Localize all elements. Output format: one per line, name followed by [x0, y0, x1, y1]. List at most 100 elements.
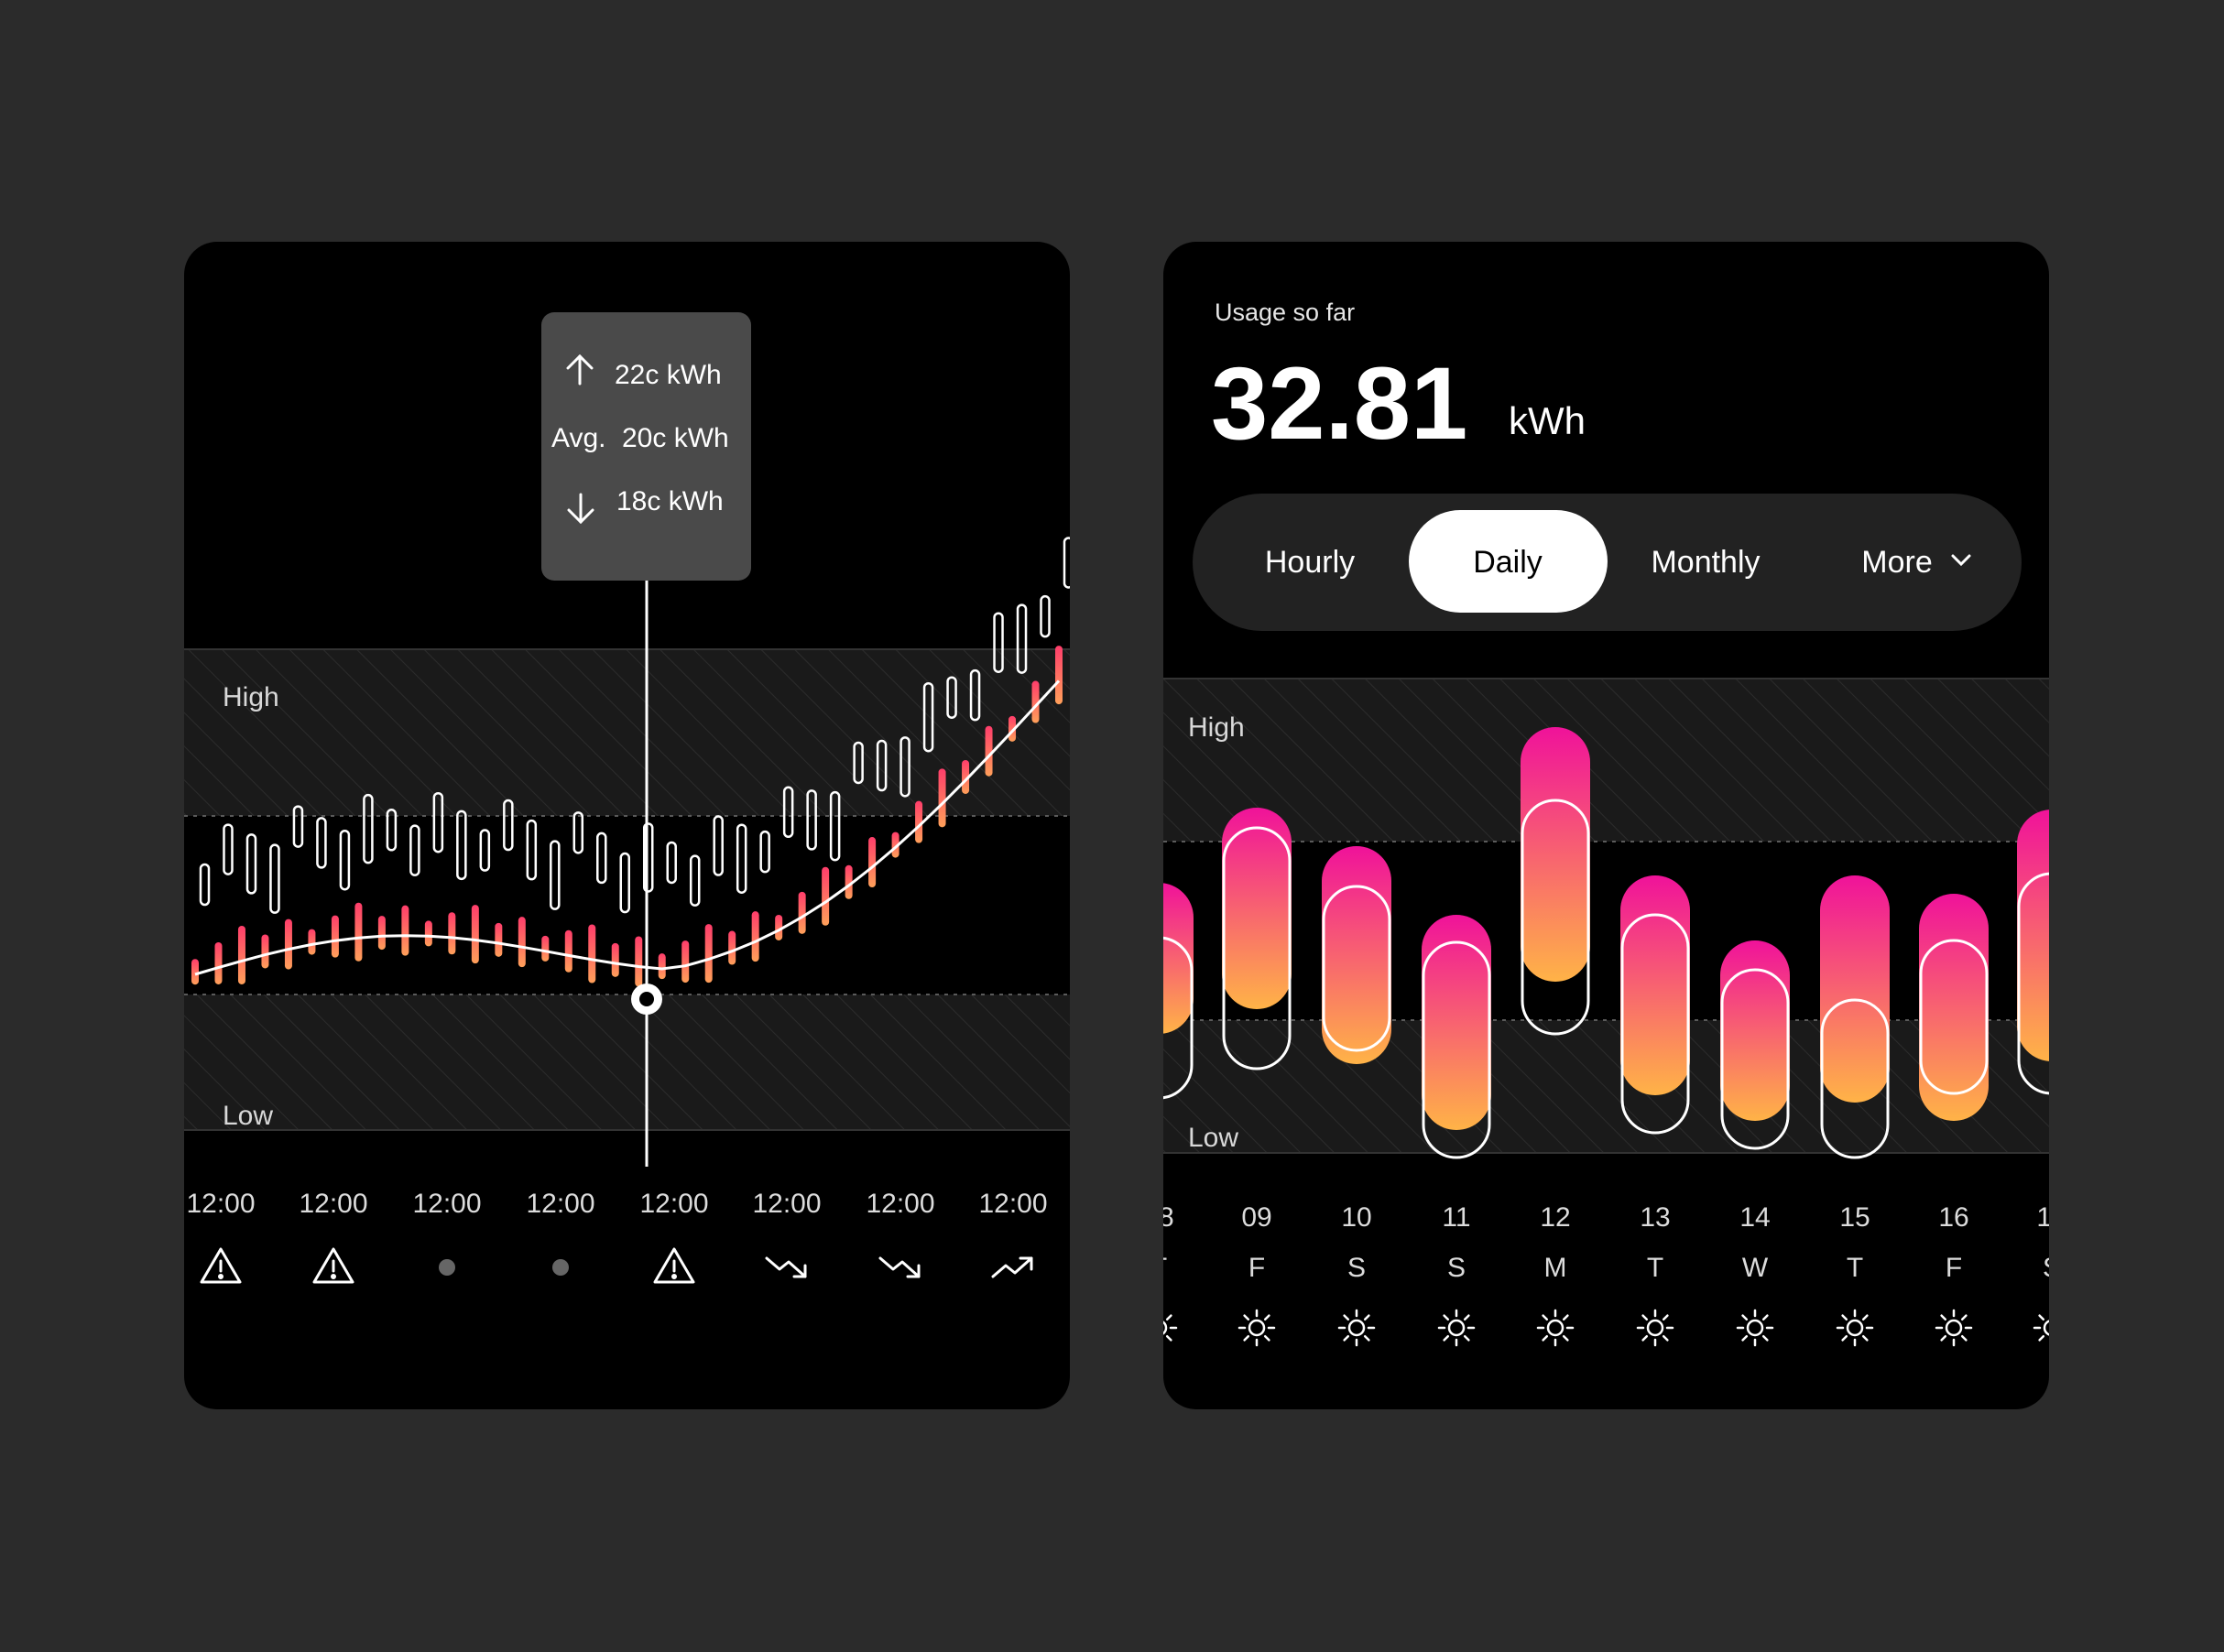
day-weekday: S	[1347, 1253, 1366, 1283]
time-label: 12:00	[866, 1189, 934, 1219]
price-bar-fill	[915, 800, 923, 843]
price-bar-outline	[526, 819, 538, 881]
price-bar-outline	[689, 854, 701, 907]
price-bar-outline	[550, 840, 561, 910]
usage-bar-outline	[1322, 885, 1391, 1052]
day-date: 15	[1839, 1202, 1870, 1233]
price-bar-outline	[759, 830, 770, 874]
day-axis: 08 T 09 F 10 S 11 S 12 M 13 T 14 W 15 T 16 F 17 S	[1163, 1202, 2049, 1347]
price-bar-fill	[237, 925, 245, 984]
price-bar-fill	[308, 929, 316, 955]
price-bar-outline	[899, 736, 910, 798]
arrow-down-icon	[567, 493, 594, 525]
low-zone	[184, 994, 1070, 1130]
price-bar-outline	[409, 824, 420, 876]
sun-icon	[1163, 1314, 1178, 1342]
price-bar-fill	[822, 866, 830, 926]
usage-bar[interactable]	[1720, 940, 1790, 1121]
price-bar-fill	[658, 953, 666, 980]
day-date: 10	[1341, 1202, 1371, 1233]
price-bars	[191, 537, 1070, 987]
price-bar-outline	[782, 786, 794, 839]
usage-unit: kWh	[1509, 399, 1586, 442]
period-tabs: Hourly Daily Monthly More	[1193, 494, 2022, 631]
low-zone-label: Low	[223, 1101, 273, 1131]
price-bar-fill	[728, 930, 736, 965]
price-bar-fill	[704, 924, 713, 984]
day-date: 09	[1241, 1202, 1271, 1233]
usage-bar[interactable]	[2017, 810, 2049, 1061]
price-bar-outline	[363, 793, 374, 864]
tab-daily-highlight[interactable]	[1409, 510, 1608, 613]
price-bar-outline	[1040, 594, 1051, 638]
day-weekday: F	[1248, 1253, 1265, 1283]
price-bar-fill	[564, 929, 572, 973]
price-bar-outline	[1016, 603, 1028, 674]
day-date: 17	[2036, 1202, 2049, 1233]
high-zone-label: High	[1188, 712, 1245, 743]
price-bar-fill	[751, 911, 759, 962]
sun-icon	[1437, 1309, 1476, 1347]
usage-bar[interactable]	[1820, 875, 1890, 1103]
usage-bar[interactable]	[1163, 883, 1194, 1034]
price-bar-outline	[339, 829, 351, 891]
price-bar-outline	[642, 822, 654, 893]
price-bar-outline	[456, 810, 467, 881]
price-bar-outline	[736, 823, 747, 894]
average-price-line	[194, 679, 1061, 976]
usage-bar[interactable]	[1620, 875, 1690, 1095]
price-bar-fill	[518, 917, 526, 968]
price-bar-outline	[619, 852, 631, 914]
usage-bar[interactable]	[1521, 727, 1590, 982]
price-bar-outline	[829, 790, 841, 862]
trend-down-icon	[765, 1256, 807, 1278]
usage-bar[interactable]	[1322, 846, 1391, 1064]
day-weekday: M	[1544, 1253, 1567, 1283]
day-date: 08	[1163, 1202, 1174, 1233]
price-bar-fill	[214, 941, 223, 984]
day-date: 11	[1442, 1202, 1470, 1233]
arrow-up-icon	[566, 353, 594, 386]
price-bar-outline	[223, 823, 234, 875]
time-label: 12:00	[412, 1189, 481, 1219]
tab-daily[interactable]: Daily	[1473, 545, 1543, 580]
warning-icon	[200, 1247, 242, 1284]
price-bar-outline	[876, 739, 888, 792]
tab-hourly[interactable]: Hourly	[1265, 545, 1355, 580]
sun-icon	[1836, 1309, 1874, 1347]
day-date: 13	[1640, 1202, 1670, 1233]
price-bar-outline	[386, 809, 398, 852]
high-zone-label: High	[223, 682, 279, 712]
time-label: 12:00	[978, 1189, 1047, 1219]
price-bar-fill	[354, 902, 363, 962]
usage-title: Usage so far	[1215, 299, 1355, 326]
usage-bar[interactable]	[1222, 808, 1292, 1009]
tooltip-low-value: 18c kWh	[616, 486, 724, 516]
price-bar-fill	[541, 935, 550, 962]
usage-bar-outline	[2017, 872, 2049, 1095]
usage-card: Usage so far 32.81 kWh Hourly Daily Mont…	[1163, 242, 2049, 1409]
usage-bar[interactable]	[1422, 915, 1491, 1130]
price-bar-fill	[191, 959, 199, 985]
price-bar-outline	[596, 831, 607, 885]
price-bar-fill	[588, 924, 596, 984]
tab-more[interactable]: More	[1861, 545, 1932, 580]
daily-usage-bars	[1163, 727, 2049, 1159]
sun-icon	[1636, 1309, 1674, 1347]
price-bar-fill	[868, 837, 877, 888]
usage-bar-outline	[1521, 799, 1590, 1036]
low-zone	[1163, 1020, 2049, 1153]
usage-bar-outline	[1919, 939, 1989, 1095]
sun-icon	[1237, 1309, 1276, 1347]
price-bar-outline	[806, 789, 817, 851]
price-bar-fill	[798, 891, 806, 934]
tooltip-avg-label: Avg.	[551, 423, 606, 453]
chevron-down-icon[interactable]	[1951, 554, 1971, 567]
trend-up-icon	[991, 1256, 1033, 1278]
warning-icon	[653, 1247, 695, 1284]
tab-monthly[interactable]: Monthly	[1651, 545, 1760, 580]
usage-bar[interactable]	[1919, 894, 1989, 1121]
high-zone	[1163, 679, 2049, 842]
usage-bar-outline	[1222, 826, 1292, 1071]
price-chart: High Low 22c kWh Avg. 20c kWh 18c kWh	[184, 312, 1070, 1284]
